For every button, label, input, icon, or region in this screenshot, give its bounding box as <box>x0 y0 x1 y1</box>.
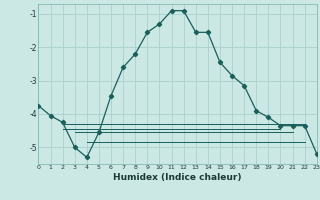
X-axis label: Humidex (Indice chaleur): Humidex (Indice chaleur) <box>113 173 242 182</box>
